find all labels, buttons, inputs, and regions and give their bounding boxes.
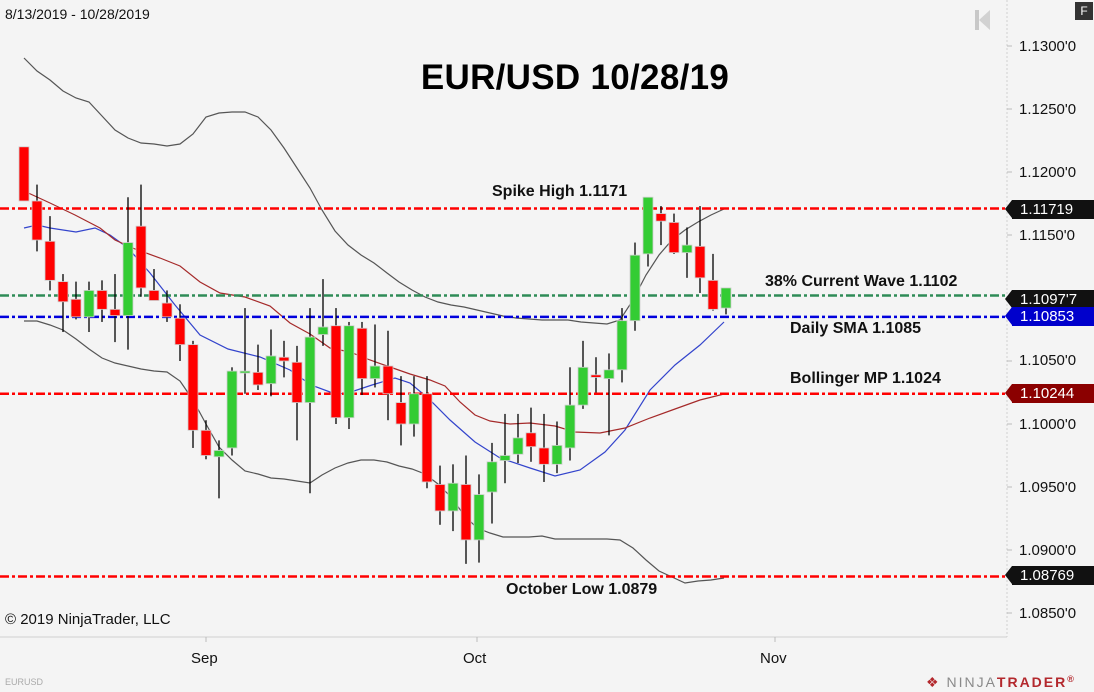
y-tick-label: 1.1200'0	[1019, 164, 1077, 181]
candle-down	[174, 317, 186, 346]
candle-down	[31, 200, 43, 241]
candle-down	[525, 432, 537, 448]
y-tick-label: 1.0900'0	[1019, 542, 1077, 559]
candle-up	[681, 244, 693, 254]
y-tick-label: 1.1300'0	[1019, 38, 1077, 55]
candle-up	[226, 370, 238, 449]
copyright: © 2019 NinjaTrader, LLC	[5, 611, 171, 628]
symbol-label: EURUSD	[5, 677, 44, 687]
y-tick-label: 1.0850'0	[1019, 605, 1077, 622]
candle-up	[304, 336, 316, 403]
candle-up	[343, 325, 355, 419]
logo-icon: ❖	[926, 674, 941, 690]
candle-down	[694, 245, 706, 279]
candle-down	[18, 146, 30, 202]
candle-up	[447, 482, 459, 512]
candle-down	[421, 393, 433, 483]
f-button[interactable]: F	[1075, 2, 1093, 20]
scroll-to-start-icon[interactable]	[975, 10, 991, 30]
indicator-line	[23, 190, 725, 434]
price-tag-sma: 1.10853	[1005, 307, 1094, 326]
candle-down	[148, 290, 160, 301]
candle-down	[161, 302, 173, 318]
candle-up	[265, 355, 277, 385]
candle-up	[551, 445, 563, 465]
candle-down	[96, 290, 108, 310]
indicator-line	[23, 57, 725, 325]
annotation-38-wave: 38% Current Wave 1.1102	[765, 273, 958, 290]
candle-down	[395, 402, 407, 425]
candle-down	[356, 327, 368, 380]
candle-up	[473, 494, 485, 541]
annotation-bollinger-mp: Bollinger MP 1.1024	[790, 370, 941, 387]
candle-down	[434, 484, 446, 512]
candle-down	[109, 308, 121, 317]
candle-up	[512, 437, 524, 455]
candle-down	[135, 225, 147, 289]
chart-title: EUR/USD 10/28/19	[420, 58, 730, 97]
candle-down	[291, 361, 303, 403]
candle-down	[44, 240, 56, 281]
annotation-october-low: October Low 1.0879	[506, 581, 658, 598]
candle-up	[499, 455, 511, 461]
candle-up	[239, 370, 251, 374]
candle-down	[70, 298, 82, 318]
candle-down	[330, 325, 342, 419]
date-range: 8/13/2019 - 10/28/2019	[5, 6, 150, 22]
y-tick-label: 1.1250'0	[1019, 101, 1077, 118]
annotation-daily-sma: Daily SMA 1.1085	[790, 320, 922, 337]
candle-up	[720, 287, 732, 309]
candle-up	[317, 326, 329, 335]
x-tick-label: Sep	[191, 650, 218, 667]
candle-down	[57, 281, 69, 303]
y-tick-label: 1.1150'0	[1019, 227, 1075, 244]
candle-up	[83, 290, 95, 318]
candle-up	[616, 320, 628, 371]
candle-down	[538, 447, 550, 465]
candle-down	[187, 344, 199, 431]
candle-up	[369, 365, 381, 380]
candle-up	[577, 366, 589, 406]
candle-down	[252, 371, 264, 386]
candle-up	[122, 242, 134, 317]
candle-up	[564, 404, 576, 449]
candle-down	[668, 221, 680, 254]
price-tag-spike-high: 1.11719	[1005, 200, 1094, 219]
y-tick-label: 1.1000'0	[1019, 416, 1077, 433]
x-tick-label: Nov	[760, 650, 787, 667]
annotation-spike-high: Spike High 1.1171	[492, 183, 628, 200]
indicator-line	[23, 224, 725, 477]
price-tag-current: 1.1097'7	[1005, 290, 1094, 309]
candle-down	[278, 356, 290, 362]
indicator-line	[24, 320, 725, 584]
y-tick-label: 1.1050'0	[1019, 352, 1077, 369]
candle-up	[408, 393, 420, 425]
x-tick-label: Oct	[463, 650, 487, 667]
price-tag-october-low: 1.08769	[1005, 566, 1094, 585]
y-tick-label: 1.0950'0	[1019, 479, 1077, 496]
candle-down	[460, 484, 472, 541]
candle-up	[213, 450, 225, 458]
candle-up	[629, 254, 641, 322]
candle-up	[642, 196, 654, 255]
candle-up	[486, 461, 498, 493]
candle-down	[707, 279, 719, 310]
candle-down	[200, 429, 212, 456]
candle-down	[590, 374, 602, 378]
candle-down	[655, 213, 667, 222]
candle-up	[603, 369, 615, 380]
ninjatrader-logo: ❖ NINJATRADER®	[926, 674, 1076, 690]
candle-down	[382, 365, 394, 395]
price-tag-bollinger: 1.10244	[1005, 384, 1094, 403]
